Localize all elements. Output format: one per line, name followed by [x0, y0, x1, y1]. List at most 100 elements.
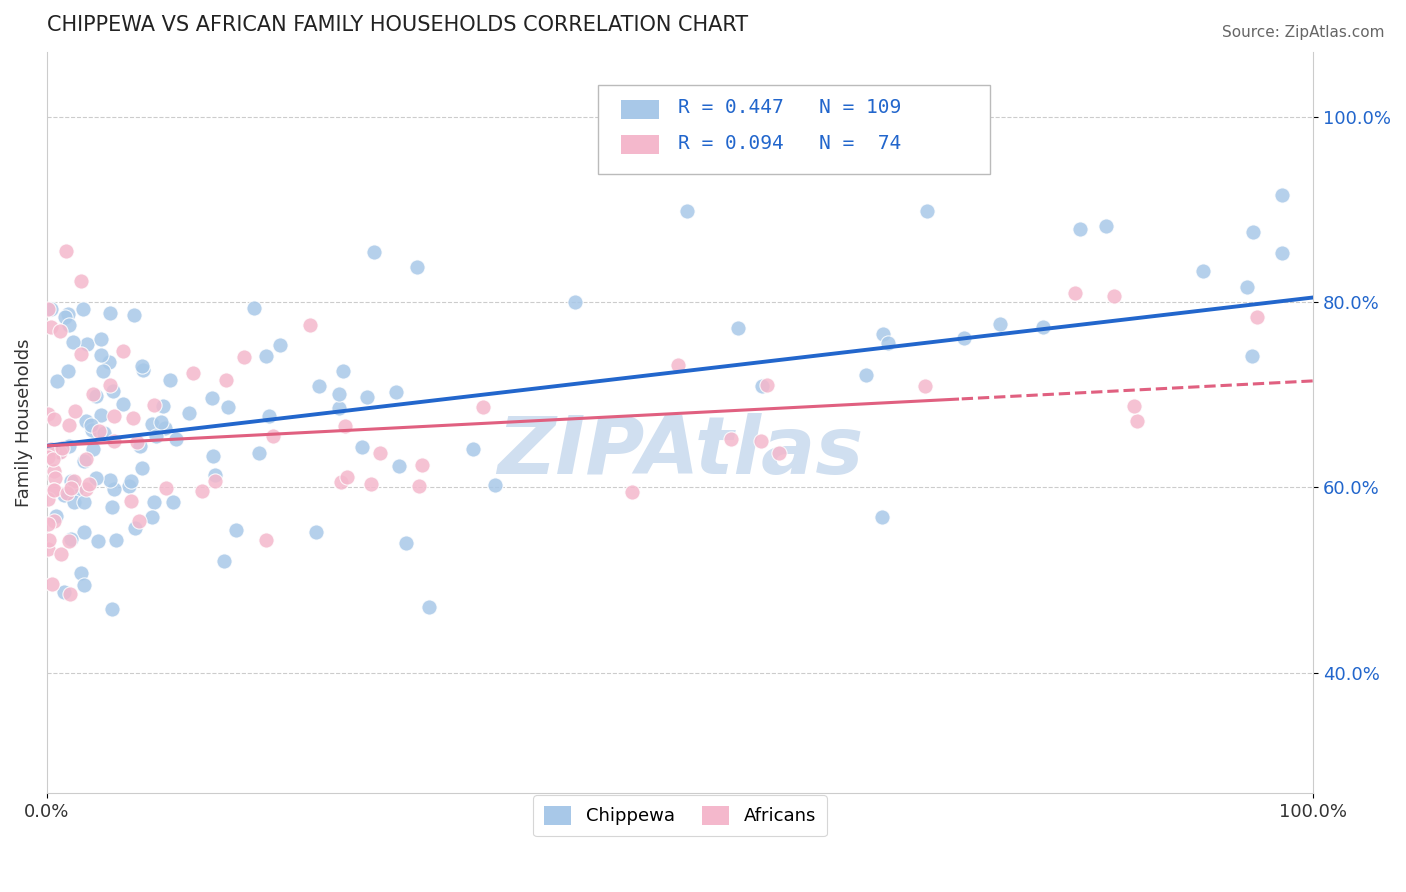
Point: [1123, 399, 1146, 413]
Point: [79, 477, 101, 491]
Point: [82, 387, 104, 401]
Point: [418, 599, 440, 614]
Point: [217, 401, 239, 415]
Point: [145, 429, 167, 443]
Point: [1102, 289, 1125, 303]
Point: [384, 384, 406, 399]
Point: [165, 432, 187, 446]
Point: [63, 495, 86, 509]
Point: [204, 474, 226, 488]
Point: [720, 432, 742, 446]
Point: [204, 467, 226, 482]
Point: [308, 379, 330, 393]
Point: [75, 451, 97, 466]
Point: [129, 439, 152, 453]
Point: [73, 524, 96, 539]
Point: [257, 409, 280, 424]
Point: [484, 477, 506, 491]
Bar: [620, 100, 658, 119]
Point: [53, 585, 76, 599]
Point: [1069, 222, 1091, 236]
Point: [45, 509, 67, 524]
Point: [62, 335, 84, 350]
Point: [90, 408, 112, 422]
Point: [620, 485, 643, 500]
Y-axis label: Family Households: Family Households: [15, 338, 32, 507]
Point: [233, 350, 256, 364]
Point: [141, 509, 163, 524]
Point: [411, 458, 433, 472]
Point: [39, 302, 62, 317]
Point: [408, 479, 430, 493]
Point: [247, 446, 270, 460]
Point: [42, 483, 65, 497]
Text: CHIPPEWA VS AFRICAN FAMILY HOUSEHOLDS CORRELATION CHART: CHIPPEWA VS AFRICAN FAMILY HOUSEHOLDS CO…: [46, 15, 748, 35]
Text: ZIPAtlas: ZIPAtlas: [496, 413, 863, 491]
Point: [1246, 310, 1268, 324]
Point: [55, 244, 77, 259]
Point: [350, 440, 373, 454]
Point: [82, 442, 104, 456]
Point: [395, 535, 418, 549]
Point: [103, 409, 125, 423]
Point: [855, 368, 877, 383]
Point: [41, 483, 63, 497]
Point: [120, 494, 142, 508]
Point: [177, 406, 200, 420]
Point: [56, 307, 79, 321]
Point: [87, 533, 110, 548]
Point: [73, 454, 96, 468]
Point: [269, 337, 291, 351]
Point: [37, 450, 59, 465]
Point: [84, 389, 107, 403]
Point: [56, 364, 79, 378]
Point: [84, 471, 107, 485]
Point: [388, 458, 411, 473]
Point: [915, 203, 938, 218]
Point: [1240, 350, 1263, 364]
Point: [768, 446, 790, 460]
Point: [914, 379, 936, 393]
Point: [37, 301, 59, 316]
Point: [51, 547, 73, 561]
Legend: Chippewa, Africans: Chippewa, Africans: [533, 795, 827, 836]
Point: [877, 335, 900, 350]
Point: [37, 492, 59, 507]
Point: [42, 514, 65, 528]
Point: [332, 364, 354, 378]
Point: [405, 260, 427, 274]
Point: [111, 344, 134, 359]
Point: [103, 483, 125, 497]
FancyBboxPatch shape: [598, 86, 990, 174]
Point: [124, 520, 146, 534]
Point: [152, 399, 174, 413]
Point: [75, 482, 97, 496]
Point: [100, 500, 122, 514]
Point: [60, 532, 83, 546]
Point: [155, 421, 177, 435]
Point: [872, 510, 894, 524]
Point: [58, 439, 80, 453]
Point: [333, 418, 356, 433]
Point: [143, 399, 166, 413]
Point: [751, 379, 773, 393]
Point: [305, 524, 328, 539]
Point: [73, 495, 96, 509]
Point: [58, 418, 80, 433]
Point: [953, 331, 976, 345]
Point: [212, 554, 235, 568]
Point: [103, 384, 125, 399]
Point: [121, 411, 143, 425]
Bar: [620, 136, 658, 154]
Point: [76, 337, 98, 351]
Point: [70, 347, 93, 361]
Point: [142, 494, 165, 508]
Point: [159, 374, 181, 388]
Point: [1063, 286, 1085, 301]
Point: [360, 477, 382, 491]
Point: [1271, 188, 1294, 202]
Point: [75, 414, 97, 428]
Point: [80, 418, 103, 433]
Point: [98, 305, 121, 319]
Point: [676, 203, 699, 218]
